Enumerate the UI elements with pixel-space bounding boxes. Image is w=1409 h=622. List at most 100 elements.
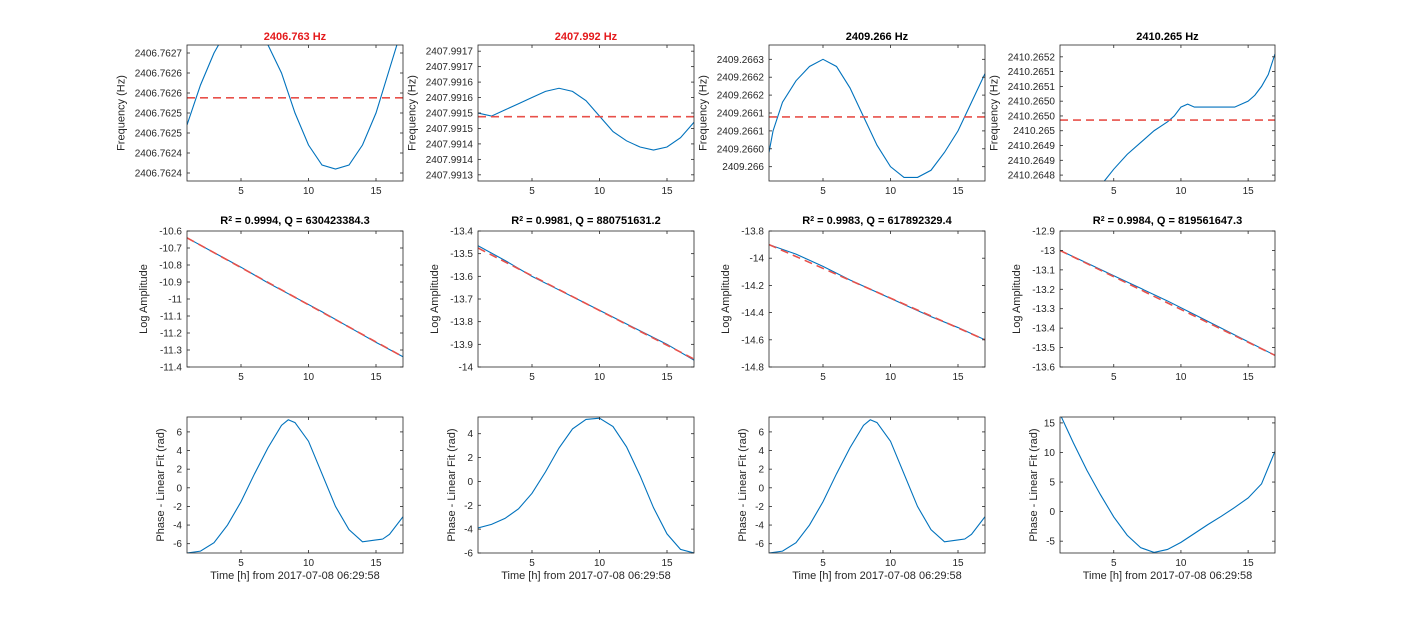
x-tick-label: 10 [303, 558, 315, 569]
y-axis-label: Phase - Linear Fit (rad) [737, 428, 749, 541]
x-tick-label: 5 [238, 372, 244, 383]
subplot-11: 5 10 15 -6 -4 -2 0 2 4 6 Phase - Linear Fit (rad) T… [737, 416, 986, 582]
x-tick-label: 5 [529, 558, 535, 569]
y-tick-label: 2409.2661 [717, 109, 765, 120]
x-tick-label: 10 [1175, 186, 1187, 197]
subplot-title: R2 = 0.9981, Q = 880751631.2 [511, 215, 660, 227]
x-tick-label: 10 [594, 558, 606, 569]
x-tick-label: 5 [529, 186, 535, 197]
y-axis-label: Log Amplitude [720, 264, 732, 334]
y-tick-label: 2410.2652 [1008, 52, 1056, 63]
x-tick-label: 5 [1111, 558, 1117, 569]
y-axis-label: Phase - Linear Fit (rad) [1028, 428, 1040, 541]
y-tick-label: -14 [750, 254, 765, 265]
x-tick-label: 15 [952, 558, 964, 569]
y-tick-label: 2410.2650 [1008, 111, 1056, 122]
y-tick-label: -10.8 [159, 261, 182, 272]
y-tick-label: 2406.7625 [135, 129, 183, 140]
y-tick-label: 2406.7624 [135, 169, 183, 180]
y-tick-label: 2409.266 [722, 162, 764, 173]
y-tick-label: 4 [467, 429, 473, 440]
subplot-title: 2407.992 Hz [555, 31, 618, 43]
x-tick-label: 10 [303, 372, 315, 383]
y-tick-label: -14.6 [741, 335, 764, 346]
x-tick-label: 10 [303, 186, 315, 197]
y-tick-label: -13.3 [1032, 304, 1055, 315]
x-tick-label: 10 [885, 372, 897, 383]
fit-line [1060, 249, 1275, 357]
subplot-8: 5 10 15 -13.6 -13.5 -13.4 -13.3 -13.2 -13.1 -13 -1… [1011, 215, 1276, 383]
y-tick-label: 2406.7626 [135, 69, 183, 80]
y-tick-label: 15 [1044, 418, 1056, 429]
y-tick-label: 2410.2650 [1008, 97, 1056, 108]
y-tick-label: 2 [176, 465, 182, 476]
y-tick-label: -11.3 [160, 346, 182, 357]
y-axis-label: Log Amplitude [138, 264, 150, 334]
y-tick-label: -2 [755, 502, 764, 513]
x-tick-label: 10 [885, 558, 897, 569]
axes-box [1059, 230, 1276, 368]
y-axis-label: Log Amplitude [429, 264, 441, 334]
subplot-2: 5 10 15 2407.9913 2407.9914 2407.9914 2407.991… [407, 31, 695, 197]
subplot-9: 5 10 15 -6 -4 -2 0 2 4 6 Phase - Linear Fit (rad) T… [155, 416, 404, 582]
subplot-title: R2 = 0.9984, Q = 819561647.3 [1093, 215, 1242, 227]
y-axis-label: Log Amplitude [1011, 264, 1023, 334]
y-tick-label: 2410.2649 [1008, 141, 1056, 152]
y-tick-label: -14 [459, 363, 474, 374]
y-tick-label: -4 [755, 521, 764, 532]
x-tick-label: 5 [238, 558, 244, 569]
x-tick-label: 10 [1175, 372, 1187, 383]
y-tick-label: 2406.7624 [135, 149, 183, 160]
axes-box [1059, 416, 1276, 554]
y-axis-label: Phase - Linear Fit (rad) [155, 428, 167, 541]
y-tick-label: 2 [758, 465, 764, 476]
y-tick-label: 2409.2660 [717, 144, 765, 155]
y-tick-label: 2407.9915 [426, 109, 474, 120]
y-tick-label: 2407.9917 [426, 47, 474, 58]
x-tick-label: 15 [661, 372, 673, 383]
x-tick-label: 15 [952, 186, 964, 197]
x-axis-label: Time [h] from 2017-07-08 06:29:58 [792, 570, 962, 582]
x-tick-label: 5 [820, 558, 826, 569]
x-tick-label: 5 [1111, 372, 1117, 383]
y-tick-label: -12.9 [1032, 227, 1055, 238]
y-axis-label: Phase - Linear Fit (rad) [446, 428, 458, 541]
subplot-title: R2 = 0.9994, Q = 630423384.3 [220, 215, 369, 227]
x-tick-label: 10 [885, 186, 897, 197]
y-tick-label: 2 [467, 453, 473, 464]
y-tick-label: 2406.7625 [135, 109, 183, 120]
data-line [769, 58, 985, 178]
x-tick-label: 5 [529, 372, 535, 383]
y-tick-label: -2 [464, 501, 473, 512]
y-tick-label: 2407.9915 [426, 124, 474, 135]
x-tick-label: 10 [594, 186, 606, 197]
x-tick-label: 15 [370, 372, 382, 383]
x-tick-label: 5 [820, 186, 826, 197]
data-line [478, 417, 694, 553]
subplot-1: 5 10 15 2406.7624 2406.7624 2406.7625 2406.762… [116, 31, 404, 197]
x-tick-label: 15 [1243, 558, 1255, 569]
subplot-3: 5 10 15 2409.266 2409.2660 2409.2661 2409.2661… [698, 31, 986, 197]
x-axis-label: Time [h] from 2017-07-08 06:29:58 [1083, 570, 1253, 582]
y-tick-label: -13.5 [450, 249, 473, 260]
y-tick-label: 2407.9917 [426, 62, 474, 73]
y-tick-label: 2409.2663 [717, 55, 765, 66]
y-tick-label: -11.2 [160, 329, 182, 340]
x-tick-label: 15 [661, 186, 673, 197]
subplot-6: 5 10 15 -14 -13.9 -13.8 -13.7 -13.6 -13.5 -13.4 R2… [429, 215, 695, 383]
axes-box [477, 416, 695, 554]
y-tick-label: 10 [1044, 448, 1056, 459]
y-axis-label: Frequency (Hz) [116, 75, 128, 151]
data-line [187, 419, 403, 553]
subplot-title: 2409.266 Hz [846, 31, 909, 43]
y-tick-label: 0 [467, 477, 473, 488]
y-tick-label: -11 [168, 295, 182, 306]
y-tick-label: 0 [176, 483, 182, 494]
y-tick-label: -5 [1046, 537, 1055, 548]
y-axis-label: Frequency (Hz) [989, 75, 1001, 151]
y-tick-label: 5 [1049, 478, 1055, 489]
x-tick-label: 10 [594, 372, 606, 383]
y-tick-label: -11.4 [160, 363, 182, 374]
